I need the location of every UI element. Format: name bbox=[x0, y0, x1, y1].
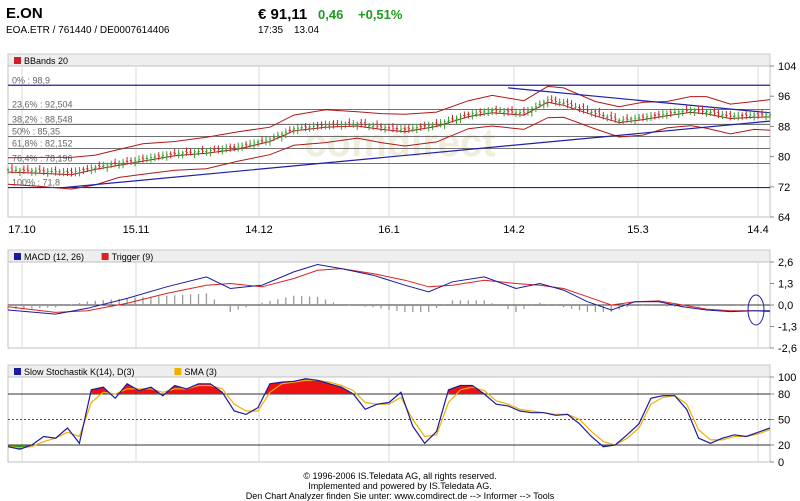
price-x-tick-label: 15.3 bbox=[627, 224, 648, 236]
macd-y-tick-label: -2,6 bbox=[778, 343, 797, 355]
macd-legend-swatch bbox=[14, 253, 21, 260]
stock-symbol: E.ON bbox=[6, 5, 43, 22]
footer-link-hint: Den Chart Analyzer finden Sie unter: www… bbox=[245, 491, 555, 501]
trend-line-resistance bbox=[508, 87, 771, 114]
fib-level-label: 23,6% : 92,504 bbox=[12, 99, 73, 109]
price-y-tick-label: 64 bbox=[778, 212, 790, 224]
quote-date: 13.04 bbox=[294, 25, 320, 36]
fib-level-label: 100% : 71,8 bbox=[12, 178, 60, 188]
price-y-tick-label: 96 bbox=[778, 91, 790, 103]
stoch-y-tick-label: 80 bbox=[778, 389, 790, 401]
stoch-legend-swatch bbox=[174, 368, 182, 375]
macd-line bbox=[7, 263, 770, 315]
macd-legend-label: Trigger (9) bbox=[112, 252, 154, 262]
quote-time: 17:35 bbox=[258, 25, 284, 36]
price-watermark: comdirect bbox=[304, 121, 495, 165]
fib-level-label: 38,2% : 88,548 bbox=[12, 114, 73, 124]
stoch-legend-label: SMA (3) bbox=[184, 367, 217, 377]
price-legend-swatch bbox=[14, 57, 21, 64]
bband-upper bbox=[7, 85, 771, 159]
stoch-y-tick-label: 0 bbox=[778, 457, 784, 469]
stoch-legend-swatch bbox=[14, 368, 21, 375]
price-legend-label: BBands 20 bbox=[24, 56, 68, 66]
fib-level-label: 0% : 98,9 bbox=[12, 75, 50, 85]
macd-legend-label: MACD (12, 26) bbox=[24, 252, 84, 262]
price-y-tick-label: 72 bbox=[778, 182, 790, 194]
stoch-overbought-fill bbox=[119, 383, 159, 394]
footer-powered-by: Implemented and powered by IS.Teledata A… bbox=[308, 481, 492, 491]
macd-panel: MACD (12, 26) Trigger (9) 2,6 1,3 0,0 -1,3 -2,… bbox=[7, 249, 797, 355]
macd-highlight-ellipse bbox=[747, 294, 765, 326]
stochastic-panel: Slow Stochastik K(14), D(3) SMA (3) 100 80 5… bbox=[7, 364, 796, 469]
stoch-legend-label: Slow Stochastik K(14), D(3) bbox=[24, 367, 135, 377]
price-x-tick-label: 15.11 bbox=[123, 224, 150, 236]
stoch-overbought-fill bbox=[166, 383, 223, 394]
fib-level-label: 61,8% : 82,152 bbox=[12, 138, 73, 148]
slow-stochastic-line bbox=[7, 378, 771, 450]
stoch-y-tick-label: 100 bbox=[778, 372, 796, 384]
price-panel: BBands 20 17.10 15.11 14.12 16.1 14.2 15.3 14.4… bbox=[6, 53, 796, 236]
price-change: 0,46 bbox=[318, 7, 344, 22]
macd-legend-swatch bbox=[101, 253, 109, 260]
fib-level-label: 50% : 85,35 bbox=[12, 126, 60, 136]
price-x-tick-label: 16.1 bbox=[378, 224, 399, 236]
fib-level-label: 76,4% : 78,196 bbox=[12, 153, 73, 163]
price-x-tick-label: 14.2 bbox=[503, 224, 524, 236]
macd-y-tick-label: 0,0 bbox=[778, 300, 793, 312]
price-legend-bar bbox=[7, 53, 771, 67]
price-x-tick-label: 14.12 bbox=[245, 224, 273, 236]
price-y-tick-label: 104 bbox=[778, 61, 796, 73]
bband-lower bbox=[7, 116, 771, 190]
stoch-y-tick-label: 50 bbox=[778, 415, 790, 427]
stock-identifiers: EOA.ETR / 761440 / DE0007614406 bbox=[6, 25, 170, 36]
macd-y-tick-label: 2,6 bbox=[778, 257, 793, 269]
price-x-tick-label: 14.4 bbox=[747, 224, 768, 236]
macd-y-tick-label: -1,3 bbox=[778, 322, 797, 334]
trigger-line bbox=[7, 268, 771, 313]
macd-y-tick-label: 1,3 bbox=[778, 279, 793, 291]
last-price: € 91,11 bbox=[258, 6, 308, 23]
price-y-tick-label: 80 bbox=[778, 152, 790, 164]
price-y-tick-label: 88 bbox=[778, 121, 790, 133]
price-x-tick-label: 17.10 bbox=[8, 224, 36, 236]
footer-copyright: © 1996-2006 IS.Teledata AG, all rights r… bbox=[303, 471, 497, 481]
price-change-percent: +0,51% bbox=[358, 7, 403, 22]
trend-line-support bbox=[63, 120, 771, 189]
stoch-y-tick-label: 20 bbox=[778, 440, 790, 452]
